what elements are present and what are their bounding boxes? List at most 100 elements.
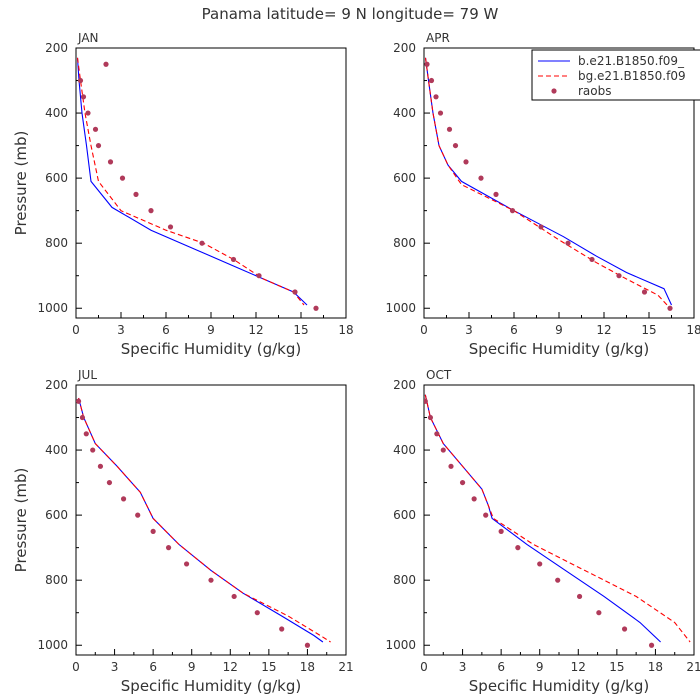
x-tick-label: 6: [510, 323, 518, 337]
raobs-point: [589, 256, 595, 263]
raobs-point: [231, 593, 237, 600]
raobs-point: [452, 142, 459, 149]
series-line-bg: [424, 57, 671, 309]
series-line-b: [76, 57, 308, 306]
raobs-point: [77, 77, 84, 84]
y-tick-label: 800: [45, 573, 68, 587]
x-tick-label: 0: [420, 323, 428, 337]
raobs-point: [471, 496, 477, 502]
x-tick-label: 18: [338, 323, 353, 337]
y-tick-label: 800: [393, 573, 416, 587]
raobs-point: [493, 191, 499, 197]
raobs-point: [95, 142, 102, 149]
x-tick-label: 9: [188, 660, 196, 674]
x-tick-label: 15: [641, 323, 656, 337]
y-tick-label: 200: [393, 378, 416, 392]
x-tick-label: 0: [72, 323, 80, 337]
panel-apr: 0 3 6 9 12 15 18 200 400 600 800 1000 APR Specific Hu…: [385, 31, 700, 358]
y-tick-label: 400: [45, 106, 68, 120]
raobs-point: [304, 642, 311, 648]
x-tick-label: 21: [338, 660, 353, 674]
y-tick-label: 200: [393, 41, 416, 55]
x-tick-label: 0: [420, 660, 428, 674]
x-tick-label: 9: [536, 660, 544, 674]
x-axis-label: Specific Humidity (g/kg): [121, 340, 301, 358]
y-tick-label: 1000: [385, 301, 416, 315]
raobs-point: [437, 110, 444, 116]
series-line-b: [424, 394, 661, 643]
x-tick-label: 3: [111, 660, 119, 674]
raobs-point: [427, 414, 434, 421]
raobs-point: [76, 398, 82, 404]
x-tick-label: 15: [293, 323, 308, 337]
y-tick-label: 1000: [37, 301, 68, 315]
raobs-point: [107, 159, 114, 165]
raobs-point: [103, 61, 109, 67]
raobs-point: [133, 191, 139, 197]
x-tick-label: 6: [497, 660, 505, 674]
x-axis-label: Specific Humidity (g/kg): [121, 677, 301, 695]
x-tick-label: 18: [648, 660, 663, 674]
x-tick-label: 15: [609, 660, 624, 674]
raobs-point: [80, 94, 87, 100]
legend-raobs-marker: [551, 88, 557, 94]
x-tick-label: 3: [117, 323, 125, 337]
y-tick-label: 800: [45, 236, 68, 250]
raobs-point: [165, 545, 172, 551]
raobs-point: [555, 577, 561, 583]
raobs-point: [148, 208, 154, 214]
raobs-point: [150, 528, 156, 534]
raobs-point: [279, 626, 285, 632]
y-axis-label: Pressure (mb): [12, 468, 30, 573]
raobs-point: [135, 512, 141, 518]
y-tick-label: 200: [45, 41, 68, 55]
raobs-point: [616, 273, 622, 279]
raobs-point: [97, 463, 104, 469]
raobs-point: [446, 126, 453, 132]
x-axis-label: Specific Humidity (g/kg): [469, 340, 649, 358]
raobs-point: [565, 240, 571, 246]
data-area: [424, 57, 673, 311]
y-tick-label: 200: [45, 378, 68, 392]
raobs-point: [313, 305, 319, 311]
raobs-point: [83, 431, 89, 437]
x-tick-label: 21: [686, 660, 700, 674]
raobs-point: [498, 528, 504, 534]
raobs-point: [596, 610, 602, 616]
raobs-point: [448, 463, 454, 469]
series-line-b: [78, 397, 324, 643]
y-tick-label: 800: [393, 236, 416, 250]
y-tick-label: 1000: [385, 638, 416, 652]
x-tick-label: 15: [261, 660, 276, 674]
raobs-point: [509, 208, 516, 214]
x-tick-label: 18: [300, 660, 315, 674]
raobs-point: [478, 175, 484, 181]
x-axis-label: Specific Humidity (g/kg): [469, 677, 649, 695]
raobs-point: [167, 224, 174, 230]
y-tick-label: 400: [45, 443, 68, 457]
data-area: [76, 57, 319, 311]
raobs-point: [433, 94, 439, 100]
raobs-point: [483, 512, 489, 518]
raobs-point: [648, 642, 655, 648]
raobs-point: [85, 110, 91, 116]
raobs-point: [424, 398, 428, 404]
y-tick-label: 600: [45, 508, 68, 522]
x-tick-label: 12: [571, 660, 586, 674]
panel-label: OCT: [426, 368, 452, 382]
raobs-point: [119, 175, 126, 181]
raobs-point: [434, 431, 440, 437]
x-tick-label: 3: [459, 660, 467, 674]
raobs-point: [254, 610, 260, 616]
raobs-point: [199, 240, 205, 246]
x-tick-label: 9: [555, 323, 563, 337]
raobs-point: [459, 479, 466, 486]
panel-label: JAN: [77, 31, 99, 45]
raobs-point: [576, 593, 583, 600]
panel-label: JUL: [77, 368, 97, 382]
raobs-point: [120, 496, 127, 502]
data-area: [76, 397, 331, 648]
x-tick-label: 9: [207, 323, 215, 337]
